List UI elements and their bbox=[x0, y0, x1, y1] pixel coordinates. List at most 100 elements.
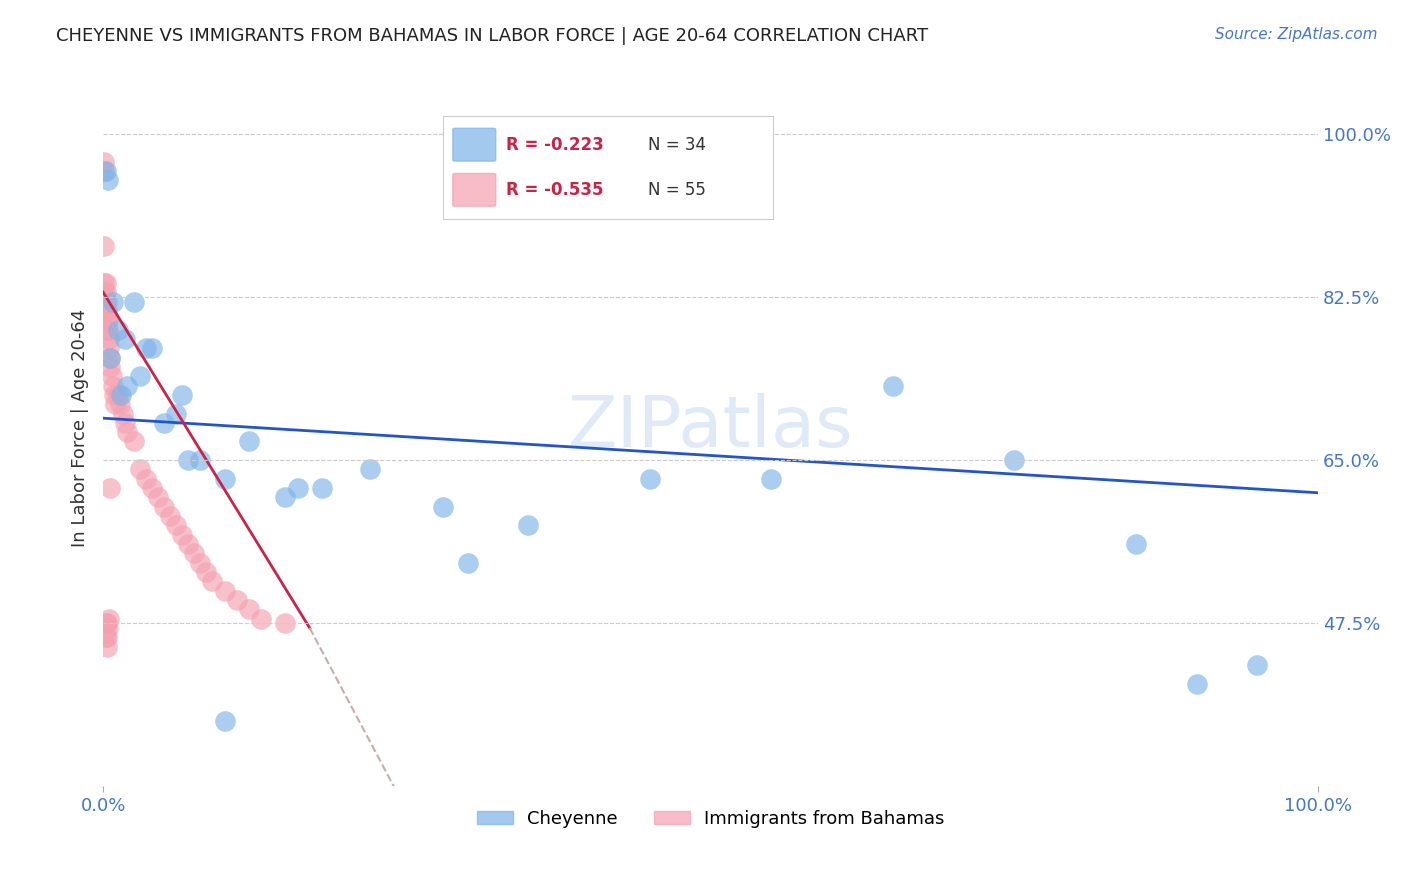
Point bbox=[153, 500, 176, 514]
Point bbox=[104, 397, 127, 411]
Text: N = 55: N = 55 bbox=[648, 181, 706, 199]
Point bbox=[98, 332, 121, 346]
Point bbox=[93, 154, 115, 169]
Point bbox=[195, 565, 218, 579]
Legend: Cheyenne, Immigrants from Bahamas: Cheyenne, Immigrants from Bahamas bbox=[470, 803, 952, 835]
Point bbox=[141, 341, 163, 355]
Point bbox=[457, 556, 479, 570]
Point bbox=[93, 238, 115, 252]
Point bbox=[1002, 453, 1025, 467]
Point bbox=[128, 369, 150, 384]
Point bbox=[214, 583, 236, 598]
Point bbox=[98, 612, 121, 626]
Point bbox=[274, 616, 297, 631]
Point bbox=[94, 616, 117, 631]
Point bbox=[638, 472, 661, 486]
Point bbox=[93, 276, 115, 290]
Point bbox=[107, 323, 129, 337]
Point bbox=[100, 351, 122, 365]
Point bbox=[188, 453, 211, 467]
Point bbox=[114, 332, 136, 346]
Point bbox=[97, 621, 120, 635]
Point bbox=[117, 378, 139, 392]
Point bbox=[201, 574, 224, 589]
Point bbox=[96, 313, 118, 327]
Point bbox=[103, 388, 125, 402]
Point bbox=[98, 341, 121, 355]
Point bbox=[96, 616, 118, 631]
Point bbox=[94, 294, 117, 309]
Y-axis label: In Labor Force | Age 20-64: In Labor Force | Age 20-64 bbox=[72, 309, 89, 547]
Point bbox=[214, 472, 236, 486]
Point bbox=[188, 556, 211, 570]
Point bbox=[238, 602, 260, 616]
Point bbox=[94, 276, 117, 290]
Point bbox=[108, 397, 131, 411]
Point bbox=[214, 714, 236, 729]
Point bbox=[172, 527, 194, 541]
Point bbox=[96, 294, 118, 309]
Point bbox=[117, 425, 139, 439]
Point bbox=[517, 518, 540, 533]
Point bbox=[122, 294, 145, 309]
Point bbox=[153, 416, 176, 430]
Point bbox=[225, 593, 247, 607]
Point bbox=[359, 462, 381, 476]
Point bbox=[94, 304, 117, 318]
Point bbox=[96, 323, 118, 337]
Point bbox=[183, 546, 205, 560]
Text: Source: ZipAtlas.com: Source: ZipAtlas.com bbox=[1215, 27, 1378, 42]
Text: CHEYENNE VS IMMIGRANTS FROM BAHAMAS IN LABOR FORCE | AGE 20-64 CORRELATION CHART: CHEYENNE VS IMMIGRANTS FROM BAHAMAS IN L… bbox=[56, 27, 928, 45]
Point bbox=[96, 304, 118, 318]
Point bbox=[177, 453, 200, 467]
Point bbox=[1125, 537, 1147, 551]
Point bbox=[141, 481, 163, 495]
Point bbox=[146, 491, 169, 505]
Point bbox=[96, 640, 118, 654]
FancyBboxPatch shape bbox=[453, 173, 496, 206]
Text: R = -0.223: R = -0.223 bbox=[506, 136, 603, 153]
Point bbox=[274, 491, 297, 505]
Point bbox=[96, 630, 118, 644]
FancyBboxPatch shape bbox=[453, 128, 496, 161]
Point bbox=[135, 472, 157, 486]
Point bbox=[101, 294, 124, 309]
Point bbox=[97, 313, 120, 327]
Point bbox=[135, 341, 157, 355]
Point bbox=[94, 285, 117, 300]
Point bbox=[1246, 658, 1268, 673]
Point bbox=[94, 630, 117, 644]
Point bbox=[432, 500, 454, 514]
Point bbox=[287, 481, 309, 495]
Point bbox=[159, 509, 181, 524]
Point bbox=[114, 416, 136, 430]
Point bbox=[238, 434, 260, 449]
Point bbox=[122, 434, 145, 449]
Point bbox=[882, 378, 904, 392]
Point bbox=[311, 481, 333, 495]
Point bbox=[97, 323, 120, 337]
Point bbox=[165, 518, 187, 533]
Point bbox=[101, 378, 124, 392]
Point bbox=[110, 388, 132, 402]
Point bbox=[100, 369, 122, 384]
Point bbox=[100, 481, 122, 495]
Point bbox=[761, 472, 783, 486]
Text: R = -0.535: R = -0.535 bbox=[506, 181, 603, 199]
Point bbox=[165, 407, 187, 421]
Point bbox=[93, 164, 115, 178]
Point bbox=[172, 388, 194, 402]
Text: N = 34: N = 34 bbox=[648, 136, 706, 153]
Point bbox=[128, 462, 150, 476]
Point bbox=[93, 285, 115, 300]
Point bbox=[100, 359, 122, 374]
Point bbox=[94, 164, 117, 178]
Point bbox=[107, 388, 129, 402]
Point bbox=[111, 407, 134, 421]
Text: ZIPatlas: ZIPatlas bbox=[568, 393, 853, 462]
Point bbox=[250, 612, 273, 626]
Point bbox=[100, 351, 122, 365]
Point bbox=[1185, 677, 1208, 691]
Point bbox=[97, 173, 120, 187]
Point bbox=[177, 537, 200, 551]
